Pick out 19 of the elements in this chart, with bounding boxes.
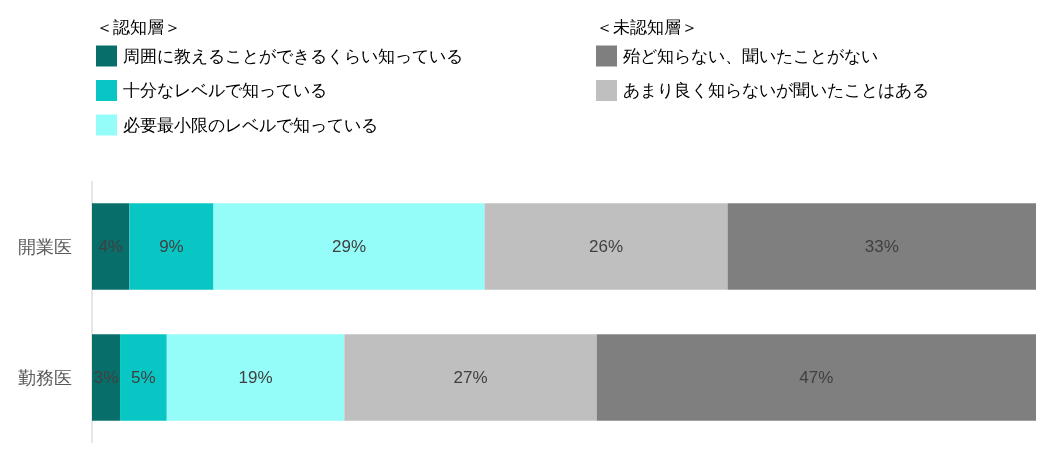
value-label: 33% xyxy=(864,237,899,256)
value-label: 26% xyxy=(589,237,624,256)
value-label: 27% xyxy=(453,368,488,387)
legend-label: 周囲に教えることができるくらい知っている xyxy=(123,46,463,66)
value-label: 3% xyxy=(93,368,119,387)
value-label: 29% xyxy=(332,237,367,256)
legend-label: 殆ど知らない、聞いたことがない xyxy=(623,46,878,66)
value-label: 5% xyxy=(131,368,156,387)
value-label: 19% xyxy=(238,368,273,387)
category-label: 勤務医 xyxy=(18,367,72,388)
legend-label: 十分なレベルで知っている xyxy=(123,81,327,100)
annotation: ＜未認知層＞ xyxy=(596,17,698,37)
value-label: 47% xyxy=(799,368,834,387)
annotation: ＜認知層＞ xyxy=(96,17,181,37)
category-label: 開業医 xyxy=(18,236,72,257)
value-label: 4% xyxy=(98,237,123,256)
value-label: 9% xyxy=(159,237,184,256)
legend-label: 必要最小限のレベルで知っている xyxy=(123,115,378,135)
legend-label: あまり良く知らないが聞いたことはある xyxy=(623,81,929,100)
